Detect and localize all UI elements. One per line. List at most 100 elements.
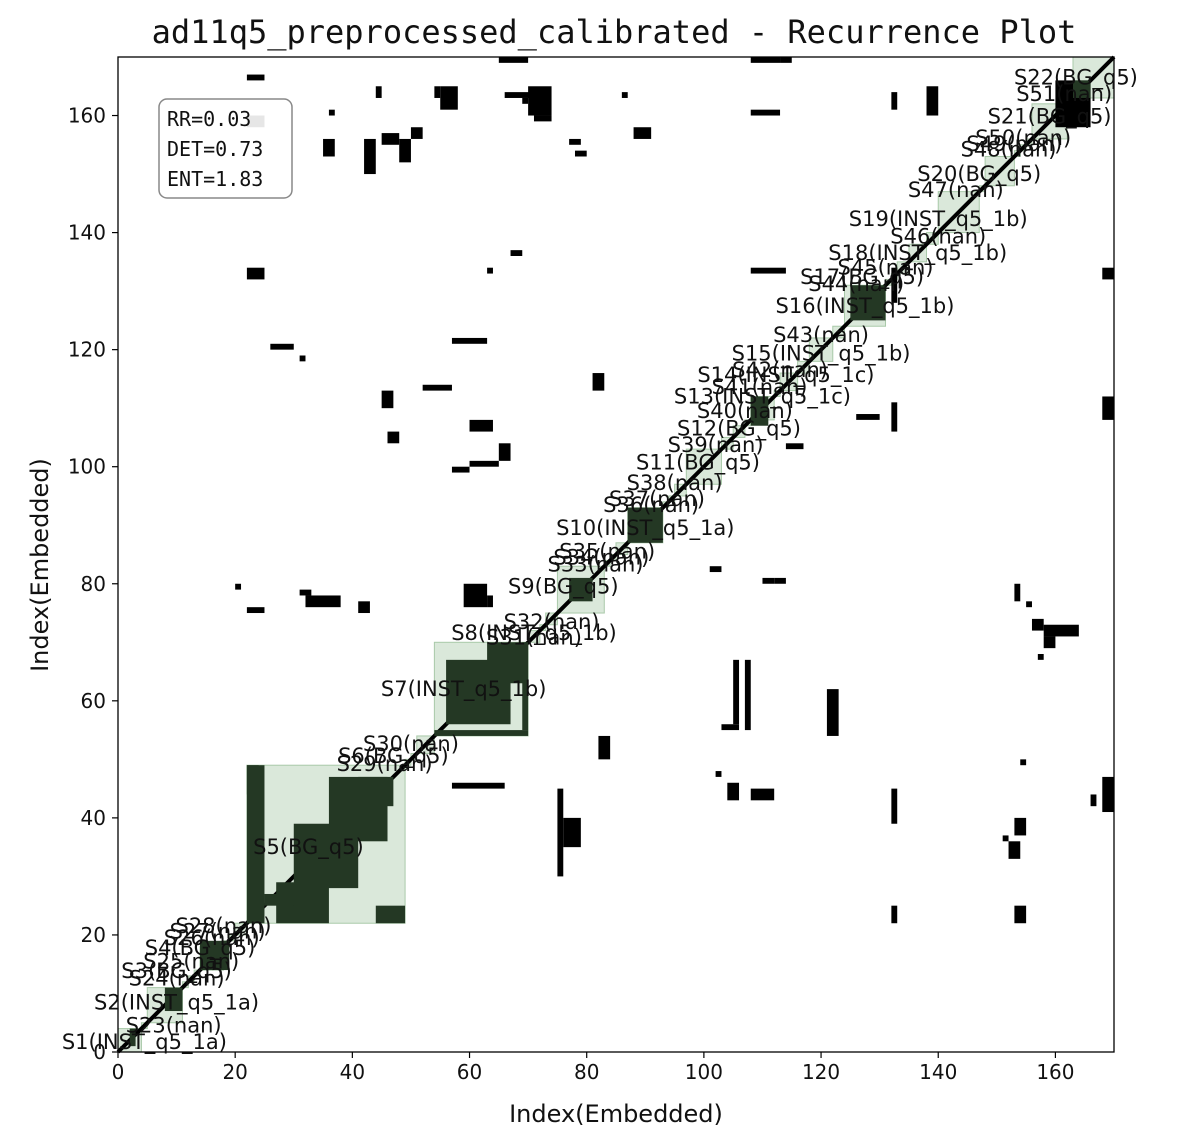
segment-label-14: S30(nan) (363, 732, 459, 756)
segment-label-28: S39(nan) (668, 433, 764, 457)
plot-area-frame (117, 56, 1115, 1053)
recurrence-block-89 (328, 109, 335, 116)
recurrence-block-69 (891, 267, 898, 303)
recurrence-block-27 (299, 355, 306, 362)
recurrence-block-38 (469, 419, 493, 432)
recurrence-block-94 (522, 97, 529, 104)
recurrence-block-30 (381, 390, 394, 409)
recurrence-block-66 (891, 905, 898, 924)
recurrence-block-23 (246, 267, 265, 280)
recurrence-block-98 (574, 150, 587, 157)
recurrence-block-74 (1031, 618, 1044, 631)
recurrence-block-51 (744, 659, 751, 731)
segment-label-50: S51(nan) (1016, 82, 1112, 106)
recurrence-block-1 (246, 765, 265, 924)
x-tick-label-100: 100 (685, 1060, 723, 1084)
recurrence-block-73 (1020, 759, 1027, 766)
segment-label-27: S11(BG_q5) (636, 451, 760, 476)
recurrence-block-56 (750, 109, 781, 116)
segment-label-35: S15(INST_q5_1b) (732, 342, 911, 367)
y-tick-label-80: 80 (81, 572, 106, 596)
recurrence-block-28 (305, 595, 341, 608)
segment-label-51: S22(BG_q5) (1014, 65, 1138, 90)
y-axis-label: Index(Embedded) (26, 458, 54, 672)
recurrence-block-64 (856, 414, 880, 420)
segment-label-6: S25(nan) (143, 949, 239, 973)
recurrence-block-88 (375, 86, 382, 98)
recurrence-block-7 (264, 893, 294, 906)
recurrence-block-67 (891, 788, 898, 824)
segment-label-42: S46(nan) (890, 225, 986, 249)
recurrence-block-36 (463, 583, 488, 608)
y-tick-label-0: 0 (93, 1040, 106, 1064)
recurrence-block-45 (557, 788, 564, 877)
recurrence-block-71 (1014, 905, 1027, 924)
recurrence-block-95 (504, 92, 540, 98)
segment-label-33: S14(INST_q5_1c) (697, 363, 874, 388)
y-tick-label-160: 160 (68, 104, 106, 128)
recurrence-block-99 (621, 92, 628, 98)
recurrence-block-61 (780, 57, 792, 63)
segment-labels: S1(INST_q5_1a)S23(nan)S2(INST_q5_1a)S24(… (62, 65, 1138, 1055)
recurrence-block-5 (375, 905, 406, 924)
recurrence-block-12 (487, 642, 529, 684)
recurrence-block-83 (1090, 794, 1097, 807)
recurrence-block-84 (1008, 841, 1021, 859)
recurrence-block-57 (762, 577, 775, 584)
recurrence-block-100 (633, 127, 652, 139)
recurrence-block-35 (451, 466, 470, 473)
recurrence-block-60 (715, 771, 722, 777)
segment-label-11: S5(BG_q5) (253, 835, 364, 860)
recurrence-points (116, 55, 1116, 1054)
segment-label-22: S35(nan) (559, 540, 655, 564)
recurrence-block-63 (826, 689, 839, 736)
segment-label-24: S36(nan) (603, 493, 699, 517)
recurrence-block-33 (399, 138, 411, 163)
segment-label-18: S32(nan) (504, 610, 600, 634)
recurrence-block-20 (129, 1028, 136, 1047)
segment-label-47: S49(nan) (966, 132, 1062, 156)
segment-label-49: S21(BG_q5) (988, 105, 1112, 130)
recurrence-block-72 (1014, 817, 1027, 836)
recurrence-block-80 (1102, 396, 1114, 420)
recurrence-block-81 (1102, 267, 1114, 280)
recurrence-block-68 (891, 92, 898, 110)
recurrence-block-96 (528, 86, 552, 116)
segment-label-15: S7(INST_q5_1b) (381, 677, 547, 702)
segment-label-48: S50(nan) (975, 126, 1071, 150)
recurrence-block-34 (422, 384, 452, 391)
recurrence-block-75 (1043, 624, 1079, 637)
segment-label-45: S20(BG_q5) (917, 162, 1041, 187)
chart-title: ad11q5_preprocessed_calibrated - Recurre… (152, 13, 1077, 51)
segment-label-17: S31(nan) (486, 626, 582, 650)
x-tick-label-0: 0 (112, 1060, 125, 1084)
segment-label-1: S1(INST_q5_1a) (62, 1030, 227, 1055)
x-tick-label-40: 40 (340, 1060, 365, 1084)
axis-ticks: 0 20 40 60 80 100 120 140 160 0 20 40 60 80 100 120 140 1… (68, 104, 1075, 1084)
x-axis-label: Index(Embedded) (509, 1100, 723, 1128)
segment-label-30: S40(nan) (697, 399, 793, 423)
recurrence-block-47 (592, 373, 605, 391)
segment-label-16: S8(INST_q5_1b) (451, 621, 617, 646)
segment-label-19: S9(BG_q5) (508, 575, 619, 600)
stats-box-frame (158, 98, 293, 199)
y-tick-label-140: 140 (68, 221, 106, 245)
segment-label-43: S19(INST_q5_1b) (849, 207, 1028, 232)
recurrence-block-11 (522, 642, 529, 731)
recurrence-block-18 (569, 577, 593, 602)
recurrence-block-86 (364, 138, 376, 175)
recurrence-block-92 (498, 57, 529, 63)
x-tick-label-60: 60 (457, 1060, 482, 1084)
recurrence-block-90 (410, 127, 423, 139)
segment-label-38: S44(nan) (808, 272, 904, 296)
recurrence-block-10 (434, 730, 529, 736)
recurrence-block-48 (598, 735, 611, 760)
segment-label-29: S12(BG_q5) (677, 417, 801, 442)
recurrence-block-22 (246, 607, 265, 614)
recurrence-block-44 (434, 86, 441, 98)
recurrence-block-29 (358, 601, 370, 614)
recurrence-block-58 (774, 577, 786, 584)
segment-label-26: S38(nan) (627, 471, 723, 495)
segment-label-8: S26(nan) (164, 926, 260, 950)
